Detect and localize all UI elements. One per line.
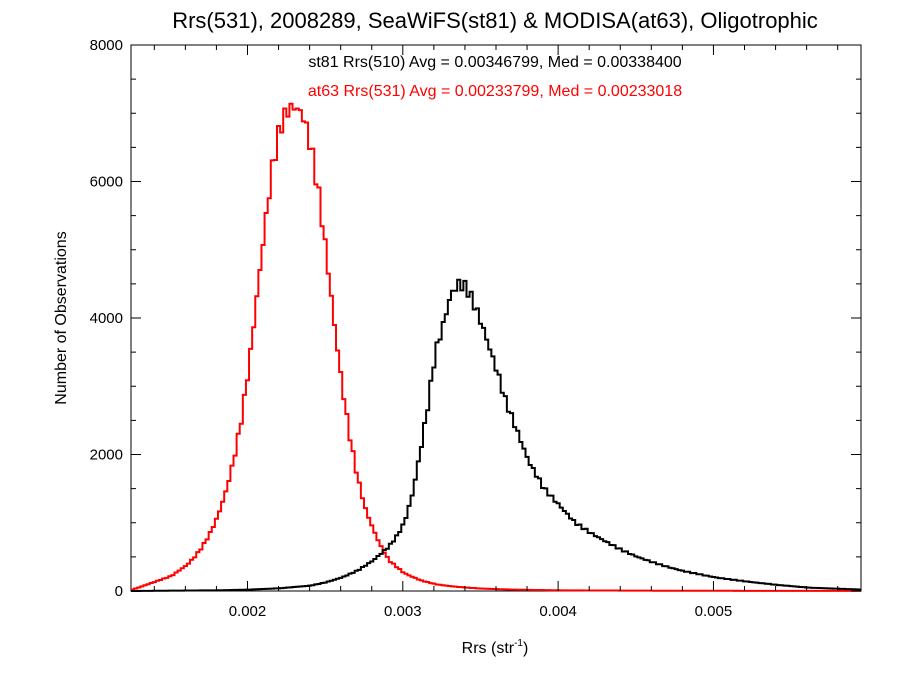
x-tick-label: 0.004 — [539, 603, 577, 620]
x-tick-label: 0.003 — [384, 603, 422, 620]
chart-title: Rrs(531), 2008289, SeaWiFS(st81) & MODIS… — [172, 8, 818, 33]
x-axis-label-superscript: -1 — [514, 638, 523, 649]
x-tick-label: 0.005 — [695, 603, 733, 620]
series-layer — [131, 102, 861, 592]
plot-frame — [130, 44, 862, 592]
x-tick-label: 0.002 — [229, 603, 267, 620]
annotation-st81: st81 Rrs(510) Avg = 0.00346799, Med = 0.… — [308, 54, 681, 71]
y-axis: 0 2000 4000 6000 8000 — [90, 37, 861, 600]
annotation-at63: at63 Rrs(531) Avg = 0.00233799, Med = 0.… — [308, 83, 682, 100]
series-at63-red-histogram — [131, 102, 861, 592]
y-tick-label: 0 — [115, 583, 123, 600]
series-st81-black-histogram — [131, 278, 861, 592]
x-axis: 0.002 0.003 0.004 0.005 — [153, 45, 839, 620]
x-axis-label-suffix: ) — [523, 640, 528, 657]
y-tick-label: 2000 — [90, 447, 123, 464]
x-axis-label: Rrs (str-1) — [462, 638, 529, 657]
x-axis-label-main: Rrs (str — [462, 640, 515, 657]
y-tick-label: 6000 — [90, 174, 123, 191]
y-tick-label: 8000 — [90, 37, 123, 54]
y-axis-label: Number of Observations — [53, 231, 70, 404]
y-tick-label: 4000 — [90, 310, 123, 327]
